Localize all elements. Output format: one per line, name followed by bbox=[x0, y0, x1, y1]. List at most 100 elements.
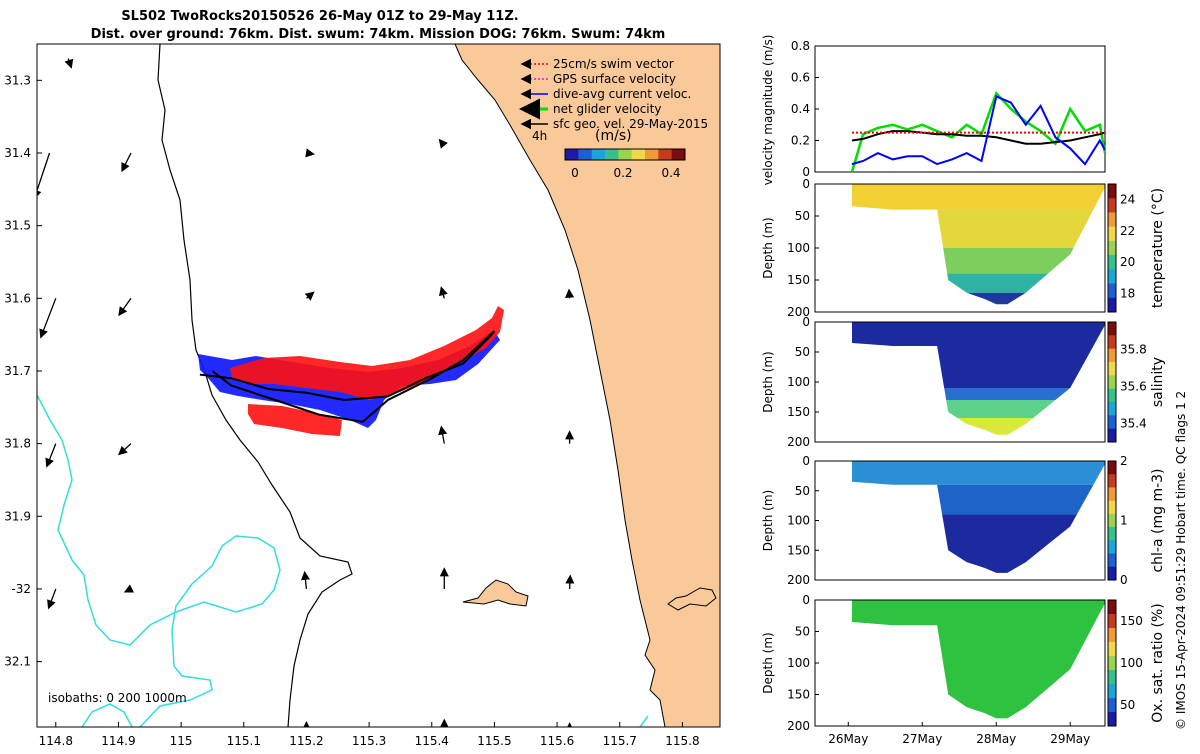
colorbar-segment bbox=[565, 149, 579, 160]
heatmap-colorbar-segment bbox=[1108, 402, 1116, 416]
depth-tick-label: 200 bbox=[787, 435, 810, 449]
map-y-tick-label: -32 bbox=[11, 582, 31, 596]
map-x-tick-label: 115.7 bbox=[603, 734, 637, 748]
heatmap-layer bbox=[852, 184, 1105, 210]
geo-vector-arrow bbox=[565, 574, 575, 589]
depth-tick-label: 50 bbox=[795, 484, 810, 498]
heatmap-colorbar-segment bbox=[1108, 283, 1116, 299]
legend-label-swim: 25cm/s swim vector bbox=[553, 57, 674, 71]
heatmap-colorbar-segment bbox=[1108, 474, 1116, 488]
map-panel: 114.8 114.9 115 115.1 115.2 115.3 115.4 115.5 11… bbox=[4, 43, 721, 748]
map-y-axis: 31.3 31.4 31.5 31.6 31.7 31.8 31.9 -32 32.1 bbox=[4, 73, 42, 669]
isobath-1000m-c bbox=[639, 715, 649, 727]
depth-tick-label: 150 bbox=[787, 273, 810, 287]
colorbar-segment bbox=[645, 149, 659, 160]
heatmap-colorbar-segment bbox=[1108, 527, 1116, 541]
depth-tick-label: 50 bbox=[795, 625, 810, 639]
map-x-tick-label: 115.4 bbox=[415, 734, 449, 748]
land-mass bbox=[454, 44, 720, 727]
depth-tick-label: 0 bbox=[802, 593, 810, 607]
heatmap-colorbar-segment bbox=[1108, 212, 1116, 228]
map-x-tick-label: 115 bbox=[170, 734, 193, 748]
heatmap-colorbar-tick-label: 20 bbox=[1120, 255, 1135, 269]
heatmap-colorbar-tick-label: 24 bbox=[1120, 193, 1135, 207]
heatmap-colorbar-tick-label: 1 bbox=[1120, 514, 1128, 528]
depth-tick-label: 100 bbox=[787, 656, 810, 670]
heatmap-colorbar-segment bbox=[1108, 198, 1116, 213]
geo-vector-arrow bbox=[300, 570, 310, 590]
legend-scale-label: 4h bbox=[532, 129, 547, 143]
colorbar-segment bbox=[578, 149, 593, 160]
map-x-tick-label: 115.5 bbox=[477, 734, 511, 748]
heatmap-colorbar-segment bbox=[1108, 362, 1116, 376]
geo-vector-arrow bbox=[121, 152, 132, 173]
map-frame bbox=[36, 43, 721, 728]
colorbar-segment bbox=[618, 149, 633, 160]
heatmap-colorbar-segment bbox=[1108, 322, 1116, 336]
depth-tick-label: 100 bbox=[787, 375, 810, 389]
isobath-1000m-a bbox=[37, 394, 281, 727]
map-y-tick-label: 31.7 bbox=[4, 364, 31, 378]
heatmap-colorbar-tick-label: 35.8 bbox=[1120, 343, 1147, 357]
depth-tick-label: 150 bbox=[787, 688, 810, 702]
heatmap-colorbar-segment bbox=[1108, 500, 1116, 515]
heatmap-colorbar-label: temperature (°C) bbox=[1150, 188, 1166, 308]
heatmap-colorbar-segment bbox=[1108, 335, 1116, 350]
colorbar-frame bbox=[564, 148, 686, 161]
heatmap-colorbar-segment bbox=[1108, 226, 1116, 242]
geo-vector-arrow bbox=[118, 443, 132, 456]
velocity-series-line bbox=[851, 95, 1106, 166]
day-tick-label: 29May bbox=[1050, 732, 1090, 746]
heatmap-colorbar-tick-label: 35.6 bbox=[1120, 380, 1147, 394]
map-x-tick-label: 115.2 bbox=[289, 734, 323, 748]
oxygen-panel: 0 50 100 150 200 Depth (m) 150 100 50 Ox. sat. ra… bbox=[761, 593, 1166, 746]
heatmap-colorbar-segment bbox=[1108, 428, 1116, 443]
depth-tick-label: 0 bbox=[802, 177, 810, 191]
garden-island bbox=[667, 587, 717, 611]
map-x-tick-label: 115.8 bbox=[665, 734, 699, 748]
isobath-1000m-b bbox=[81, 703, 133, 727]
heatmap-colorbar-segment bbox=[1108, 255, 1116, 270]
geo-vector-arrow bbox=[118, 297, 132, 317]
depth-tick-label: 200 bbox=[787, 305, 810, 319]
depth-tick-label: 150 bbox=[787, 543, 810, 557]
heatmap-colorbar-segment bbox=[1108, 566, 1116, 581]
day-tick-label: 26May bbox=[828, 732, 868, 746]
velocity-y-tick-label: 0.8 bbox=[791, 39, 810, 53]
heatmap-layer bbox=[852, 461, 1105, 485]
heatmap-colorbar-segment bbox=[1108, 375, 1116, 390]
depth-tick-label: 50 bbox=[795, 209, 810, 223]
heatmap-colorbar-tick-label: 0 bbox=[1120, 573, 1128, 587]
heatmap-colorbar-tick-label: 22 bbox=[1120, 224, 1135, 238]
heatmap-colorbar-segment bbox=[1108, 348, 1116, 363]
heatmap-colorbar-segment bbox=[1108, 670, 1116, 685]
isobath-200m bbox=[157, 44, 353, 727]
heatmap-colorbar-segment bbox=[1108, 698, 1116, 713]
map-y-tick-label: 31.5 bbox=[4, 219, 31, 233]
map-y-tick-label: 31.9 bbox=[4, 509, 31, 523]
title-line-2: Dist. over ground: 76km. Dist. swum: 74k… bbox=[91, 27, 666, 42]
legend-label-gps: GPS surface velocity bbox=[553, 72, 676, 86]
heatmap-colorbar-segment bbox=[1108, 614, 1116, 629]
velocity-y-tick-label: 0.6 bbox=[791, 71, 810, 85]
heatmap-colorbar-segment bbox=[1108, 415, 1116, 430]
geo-vector-arrow bbox=[45, 443, 57, 468]
heatmap-colorbar-segment bbox=[1108, 642, 1116, 657]
velocity-y-label: velocity magnitude (m/s) bbox=[761, 35, 775, 186]
geo-vector-arrow bbox=[64, 58, 74, 69]
depth-tick-label: 0 bbox=[802, 315, 810, 329]
map-y-tick-label: 31.6 bbox=[4, 291, 31, 305]
heatmap-colorbar-segment bbox=[1108, 553, 1116, 568]
salinity-panel: 0 50 100 150 200 Depth (m) 35.8 35.6 35.4salinit… bbox=[761, 315, 1166, 449]
depth-tick-label: 150 bbox=[787, 405, 810, 419]
heatmap-colorbar-segment bbox=[1108, 712, 1116, 727]
heatmap-colorbar-frame bbox=[1107, 599, 1117, 727]
map-x-tick-label: 115.3 bbox=[352, 734, 386, 748]
heatmap-colorbar-segment bbox=[1108, 513, 1116, 528]
map-x-tick-label: 114.9 bbox=[101, 734, 135, 748]
heatmap-colorbar-frame bbox=[1107, 460, 1117, 581]
heatmap-colorbar-segment bbox=[1108, 656, 1116, 671]
rottnest-island bbox=[462, 579, 529, 607]
